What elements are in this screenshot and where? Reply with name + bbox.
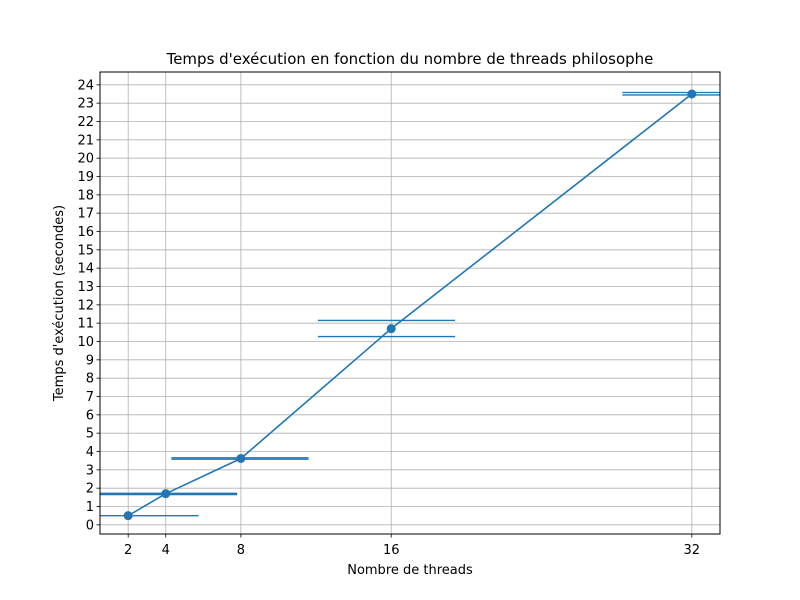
y-tick-label: 11 bbox=[77, 317, 94, 332]
y-tick-label: 1 bbox=[86, 500, 94, 515]
plot-frame bbox=[99, 71, 721, 535]
x-tick-label: 2 bbox=[124, 543, 132, 558]
y-tick-label: 5 bbox=[86, 427, 94, 442]
y-tick-label: 16 bbox=[77, 225, 94, 240]
y-tick-label: 14 bbox=[77, 262, 94, 277]
y-tick-label: 21 bbox=[77, 133, 94, 148]
y-tick-label: 6 bbox=[86, 408, 94, 423]
data-point bbox=[236, 453, 246, 463]
y-tick-label: 8 bbox=[86, 372, 94, 387]
y-tick-label: 19 bbox=[77, 170, 94, 185]
y-tick-label: 24 bbox=[77, 78, 94, 93]
x-tick-label: 32 bbox=[684, 543, 701, 558]
y-tick-label: 13 bbox=[77, 280, 94, 295]
data-point bbox=[386, 324, 396, 334]
chart-title: Temps d'exécution en fonction du nombre … bbox=[166, 50, 654, 68]
y-tick-label: 10 bbox=[77, 335, 94, 350]
grid bbox=[100, 72, 720, 534]
y-tick-label: 20 bbox=[77, 152, 94, 167]
x-axis-ticks: 2 4 8 16 32 bbox=[124, 534, 700, 558]
data-point bbox=[161, 489, 171, 499]
y-tick-label: 9 bbox=[86, 353, 94, 368]
data-point bbox=[687, 89, 697, 99]
y-tick-label: 17 bbox=[77, 207, 94, 222]
x-tick-label: 8 bbox=[237, 543, 245, 558]
y-tick-label: 23 bbox=[77, 97, 94, 112]
data-point bbox=[123, 511, 133, 521]
x-tick-label: 16 bbox=[383, 543, 400, 558]
y-tick-label: 3 bbox=[86, 463, 94, 478]
y-tick-label: 2 bbox=[86, 482, 94, 497]
y-tick-label: 15 bbox=[77, 243, 94, 258]
x-tick-label: 4 bbox=[162, 543, 170, 558]
y-tick-label: 0 bbox=[86, 518, 94, 533]
y-axis-label: Temps d'exécution (secondes) bbox=[52, 205, 67, 402]
y-tick-label: 7 bbox=[86, 390, 94, 405]
x-axis-label: Nombre de threads bbox=[347, 563, 473, 578]
y-tick-label: 18 bbox=[77, 188, 94, 203]
y-tick-label: 22 bbox=[77, 115, 94, 130]
y-tick-label: 12 bbox=[77, 298, 94, 313]
y-tick-label: 4 bbox=[86, 445, 94, 460]
markers bbox=[123, 89, 697, 521]
